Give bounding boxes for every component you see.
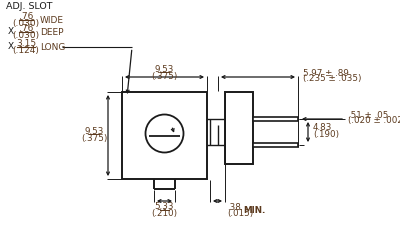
Text: LONG: LONG [40,43,65,52]
Bar [225,92,253,164]
Text: (.030): (.030) [12,32,40,41]
Text: .76: .76 [19,13,33,21]
Text: 4.83: 4.83 [313,124,332,132]
Text: (.235 ± .035): (.235 ± .035) [303,75,362,83]
Text: (.124): (.124) [12,46,40,56]
Bar [122,92,207,179]
Text: .38: .38 [227,203,241,211]
Text: DEEP: DEEP [40,28,64,37]
Text: (.015): (.015) [227,208,253,218]
Text: 9.53: 9.53 [84,126,104,136]
Text: (.375): (.375) [81,133,107,143]
Bar [253,117,298,121]
Text: .51 ± .05: .51 ± .05 [348,110,388,120]
Text: 3.15: 3.15 [16,40,36,48]
Text: 9.53: 9.53 [155,65,174,74]
Text: ADJ. SLOT: ADJ. SLOT [6,2,52,12]
Text: MIN.: MIN. [243,206,265,214]
Text: (.375): (.375) [151,72,178,81]
Text: X: X [8,42,14,52]
Text: (.020 ± .002): (.020 ± .002) [348,117,400,125]
Text: X: X [8,27,14,37]
Text: .76: .76 [19,24,33,34]
Text: (.210): (.210) [152,209,178,218]
Text: 5.97 ± .89: 5.97 ± .89 [303,68,349,78]
Text: (.030): (.030) [12,20,40,28]
Text: 5.33: 5.33 [155,202,174,211]
Bar [253,143,298,147]
Text: (.190): (.190) [313,129,339,139]
Text: WIDE: WIDE [40,16,64,25]
